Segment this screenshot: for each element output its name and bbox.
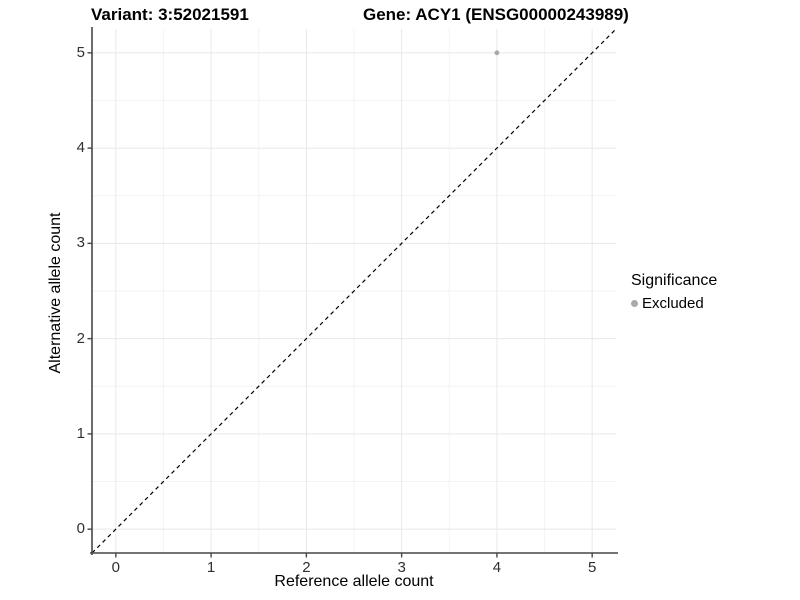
x-tick-label: 3 xyxy=(397,559,406,576)
y-tick-label: 2 xyxy=(76,329,85,347)
legend-item: Excluded xyxy=(631,295,717,312)
legend-items: Excluded xyxy=(631,295,717,312)
y-tick-label: 4 xyxy=(76,139,85,157)
y-tick-label: 5 xyxy=(76,43,85,61)
gene-title: Gene: ACY1 (ENSG00000243989) xyxy=(363,5,629,24)
legend-title: Significance xyxy=(631,272,718,289)
identity-reference-line xyxy=(92,29,616,553)
legend: Significance Excluded xyxy=(631,272,717,312)
y-tick-label: 0 xyxy=(76,520,85,538)
x-tick-label: 0 xyxy=(111,559,120,576)
data-point xyxy=(494,50,500,56)
legend-item-label: Excluded xyxy=(642,295,704,312)
x-tick-label: 4 xyxy=(492,559,502,576)
x-tick-label: 5 xyxy=(588,559,597,576)
x-tick-label: 2 xyxy=(302,559,311,576)
y-tick-label: 3 xyxy=(76,234,85,252)
variant-title: Variant: 3:52021591 xyxy=(91,5,249,24)
legend-key-dot-icon xyxy=(631,300,638,307)
x-axis-title: Reference allele count xyxy=(274,573,434,590)
y-tick-label: 1 xyxy=(76,424,85,442)
y-axis-title: Alternative allele count xyxy=(47,212,64,374)
x-tick-label: 1 xyxy=(206,559,216,576)
